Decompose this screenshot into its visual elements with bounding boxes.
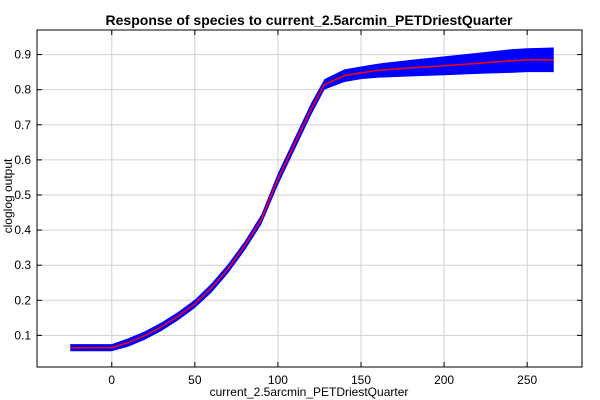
x-tick-label: 150 xyxy=(351,373,371,387)
y-tick-label: 0.1 xyxy=(14,328,31,342)
ticks: 0 50 100 150 200 250 0.1 0.2 0.3 0.4 0.5 0.6 0.7 0.8 0… xyxy=(14,30,582,387)
y-tick-label: 0.3 xyxy=(14,258,31,272)
x-tick-label: 0 xyxy=(108,373,115,387)
y-tick-label: 0.4 xyxy=(14,223,31,237)
x-tick-label: 100 xyxy=(268,373,288,387)
x-tick-label: 200 xyxy=(434,373,454,387)
x-tick-label: 50 xyxy=(188,373,202,387)
y-tick-label: 0.6 xyxy=(14,153,31,167)
y-tick-label: 0.9 xyxy=(14,48,31,62)
plot-frame xyxy=(36,29,583,368)
y-tick-label: 0.5 xyxy=(14,188,31,202)
chart-title: Response of species to current_2.5arcmin… xyxy=(106,12,513,28)
response-line xyxy=(70,59,554,349)
x-axis-label: current_2.5arcmin_PETDriestQuarter xyxy=(210,385,409,399)
y-tick-label: 0.8 xyxy=(14,83,31,97)
y-axis-label: cloglog output xyxy=(1,158,15,233)
y-tick-label: 0.2 xyxy=(14,293,31,307)
x-tick-label: 250 xyxy=(517,373,537,387)
grid xyxy=(37,30,582,367)
y-tick-label: 0.7 xyxy=(14,118,31,132)
